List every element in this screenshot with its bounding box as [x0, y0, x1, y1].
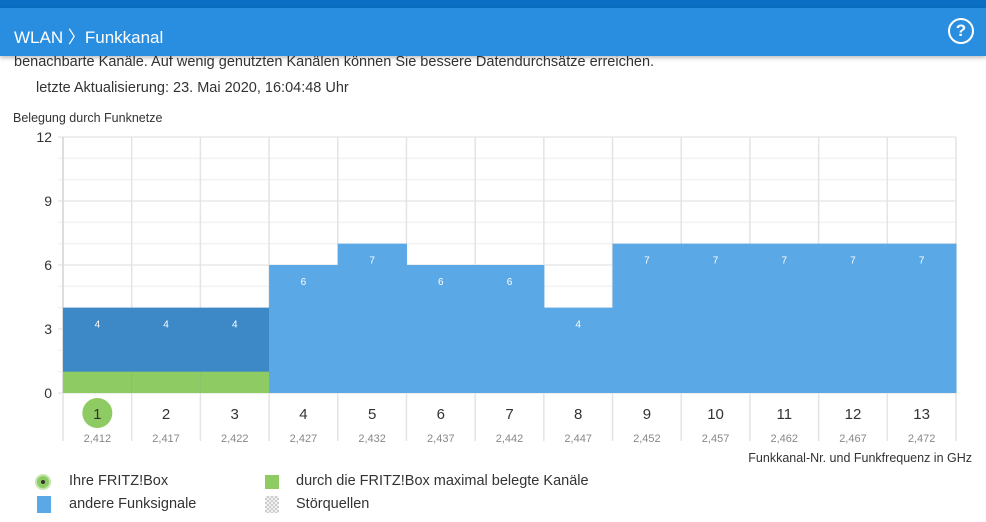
- x-tick-channel: 8: [574, 406, 582, 423]
- bar-value-label: 7: [644, 256, 650, 267]
- x-tick-channel: 2: [162, 406, 170, 423]
- x-tick-frequency: 2,437: [427, 433, 455, 445]
- x-tick-frequency: 2,467: [839, 433, 867, 445]
- green-dot-icon: [35, 474, 51, 490]
- bar-value-label: 7: [850, 256, 856, 267]
- x-tick-frequency: 2,462: [771, 433, 799, 445]
- x-tick-channel: 13: [913, 406, 930, 423]
- fritzbox-bar-channel-3: [200, 371, 270, 393]
- x-tick-channel: 10: [707, 406, 724, 423]
- legend-fritzbox: Ihre FRITZ!Box: [69, 473, 169, 489]
- bar-value-label: 7: [369, 256, 375, 267]
- bar-channel-4: [269, 265, 339, 393]
- green-square-icon: [265, 475, 279, 489]
- x-tick-channel: 6: [437, 406, 445, 423]
- bar-channel-6: [406, 265, 476, 393]
- fritzbox-bar-channel-2: [131, 371, 201, 393]
- bar-value-label: 7: [781, 256, 787, 267]
- checkered-square-icon: [265, 496, 279, 513]
- bar-channel-12: [818, 243, 888, 393]
- bar-value-label: 4: [163, 320, 169, 331]
- x-tick-channel: 4: [299, 406, 307, 423]
- y-tick-label: 12: [36, 129, 52, 145]
- x-tick-frequency: 2,457: [702, 433, 730, 445]
- legend-fritzbox-channels: durch die FRITZ!Box maximal belegte Kanä…: [296, 473, 589, 489]
- bar-channel-5: [337, 243, 407, 393]
- bar-channel-9: [612, 243, 682, 393]
- bar-channel-7: [475, 265, 545, 393]
- chevron-right-icon: 〉: [67, 28, 85, 47]
- fritzbox-bar-channel-1: [63, 371, 133, 393]
- x-tick-frequency: 2,417: [152, 433, 180, 445]
- legend-other-signals: andere Funksignale: [69, 496, 197, 512]
- bar-value-label: 6: [301, 277, 307, 288]
- bar-channel-10: [681, 243, 751, 393]
- x-tick-frequency: 2,412: [84, 433, 112, 445]
- bar-value-label: 6: [507, 277, 513, 288]
- blue-square-icon: [37, 496, 51, 513]
- x-tick-channel: 12: [845, 406, 862, 423]
- last-update: letzte Aktualisierung: 23. Mai 2020, 16:…: [36, 80, 349, 96]
- help-icon[interactable]: ?: [948, 18, 974, 44]
- x-tick-frequency: 2,427: [290, 433, 318, 445]
- breadcrumb-current: Funkkanal: [84, 28, 164, 47]
- bar-channel-13: [887, 243, 957, 393]
- x-tick-channel: 7: [505, 406, 513, 423]
- bar-channel-8: [543, 307, 614, 393]
- y-tick-label: 6: [44, 257, 52, 273]
- y-tick-label: 9: [44, 193, 52, 209]
- x-tick-frequency: 2,442: [496, 433, 524, 445]
- y-tick-label: 3: [44, 321, 52, 337]
- bar-channel-11: [749, 243, 820, 393]
- bar-value-label: 7: [919, 256, 925, 267]
- breadcrumb-wlan[interactable]: WLAN: [14, 28, 64, 47]
- top-strip: [0, 0, 986, 8]
- breadcrumb: WLAN 〉Funkkanal: [14, 23, 163, 48]
- x-tick-channel: 5: [368, 406, 376, 423]
- x-tick-channel: 9: [643, 406, 651, 423]
- legend-interference: Störquellen: [296, 496, 370, 512]
- bar-value-label: 4: [232, 320, 238, 331]
- x-tick-frequency: 2,432: [358, 433, 386, 445]
- bar-value-label: 7: [713, 256, 719, 267]
- x-tick-channel: 3: [231, 406, 239, 423]
- page-header: WLAN 〉Funkkanal ?: [0, 8, 986, 56]
- x-tick-channel: 1: [93, 406, 101, 423]
- chart-title: Belegung durch Funknetze: [13, 111, 163, 125]
- x-tick-frequency: 2,447: [564, 433, 592, 445]
- y-tick-label: 0: [44, 385, 52, 401]
- bar-value-label: 6: [438, 277, 444, 288]
- x-tick-frequency: 2,472: [908, 433, 936, 445]
- x-tick-channel: 11: [776, 406, 792, 423]
- x-tick-frequency: 2,452: [633, 433, 661, 445]
- bar-value-label: 4: [95, 320, 101, 331]
- x-axis-label: Funkkanal-Nr. und Funkfrequenz in GHz: [748, 451, 972, 465]
- own-channel-marker: [82, 398, 113, 428]
- x-tick-frequency: 2,422: [221, 433, 249, 445]
- bar-value-label: 4: [575, 320, 581, 331]
- intro-text: benachbarte Kanäle. Auf wenig genutzten …: [14, 54, 655, 70]
